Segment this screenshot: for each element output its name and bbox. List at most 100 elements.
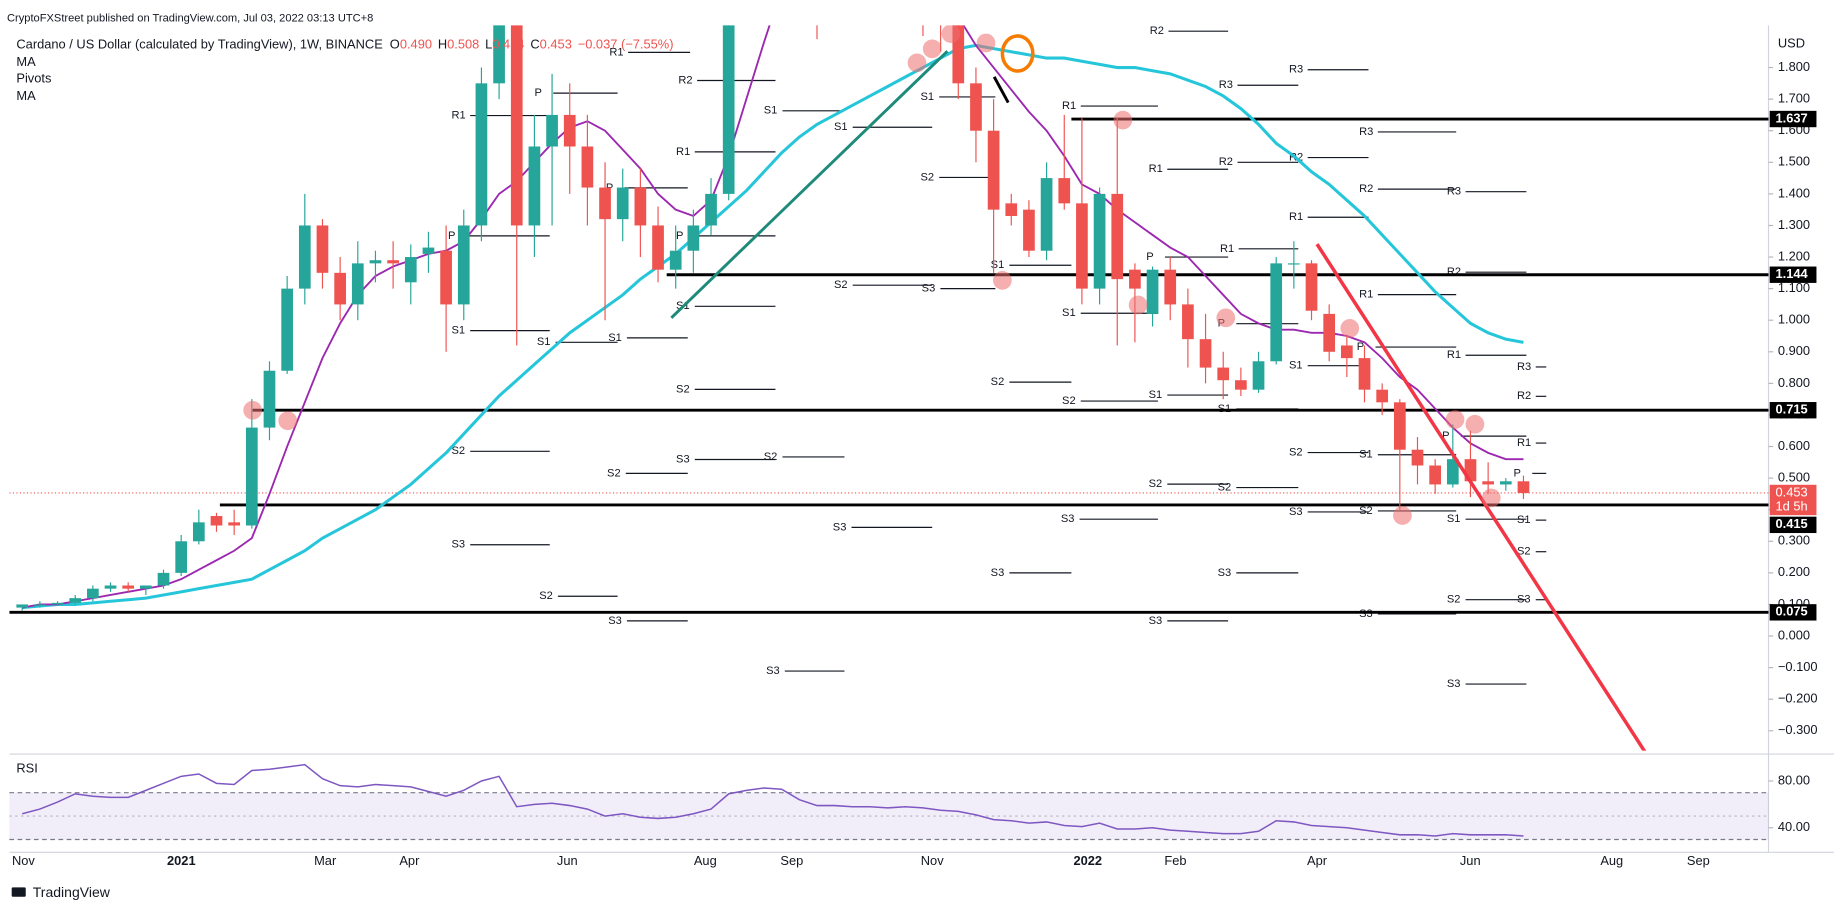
candle-body [599, 187, 611, 220]
y-tick-label: 1.200 [1778, 248, 1810, 263]
pivot-label: S3 [1359, 608, 1373, 620]
level-label: 0.415 [1776, 516, 1808, 531]
trend-line [1315, 243, 1647, 751]
x-tick-label: Jun [557, 853, 578, 868]
marker [1113, 110, 1133, 130]
pivot-label: S3 [1289, 506, 1303, 518]
rsi-tick-label: 80.00 [1778, 772, 1810, 787]
candle-body [528, 146, 541, 226]
pivot-label: S2 [764, 451, 778, 463]
pivot-label: S1 [834, 121, 848, 133]
pivot-label: S2 [451, 445, 465, 457]
candle-body [563, 114, 576, 147]
marker [1445, 410, 1465, 429]
candle-body [422, 247, 435, 254]
pivot-label: S1 [1289, 360, 1303, 372]
candle-body [510, 25, 523, 226]
candle-body [1076, 203, 1088, 289]
marker [993, 271, 1012, 290]
pivot-label: R3 [1289, 64, 1303, 76]
ohlc-value: 0.508 [447, 37, 479, 52]
pivot-label: R3 [1359, 126, 1373, 138]
legend-entry: Pivots [16, 71, 51, 86]
y-tick-label: −0.200 [1778, 691, 1818, 706]
candle-body [722, 25, 735, 194]
level-label: 0.075 [1776, 604, 1808, 619]
pivot-label: S1 [921, 91, 935, 103]
pivot-label: P [676, 230, 683, 242]
pivot-label: S3 [1517, 594, 1531, 606]
candle-body [228, 522, 241, 526]
pivot-label: R2 [1150, 25, 1164, 37]
pivot-label: R1 [1447, 349, 1461, 361]
pivot-label: S1 [1359, 449, 1373, 461]
pivot-label: S3 [676, 453, 690, 465]
legend-entry: MA [16, 54, 36, 69]
pivot-label: S2 [1149, 478, 1163, 490]
pivot-label: P [535, 87, 542, 99]
last-price-label: 0.453 [1776, 484, 1808, 499]
candle-body [334, 272, 346, 305]
marker [907, 53, 927, 73]
pivot-label: S3 [608, 615, 622, 627]
candle-body [298, 225, 311, 289]
pivot-label: S1 [764, 105, 778, 117]
candle-body [281, 288, 293, 371]
brand-logo [11, 887, 26, 897]
marker [278, 411, 298, 431]
y-tick-label: 1.300 [1778, 217, 1810, 232]
candle-body [634, 187, 647, 226]
pivot-label: R1 [1517, 437, 1531, 449]
legend-entry: MA [16, 88, 36, 103]
candle-body [440, 250, 452, 305]
candle-body [987, 130, 1000, 210]
pivot-label: R3 [1219, 79, 1233, 91]
candle-body [1252, 361, 1265, 390]
candle-body [69, 598, 82, 603]
ohlc-key: O [390, 37, 400, 52]
marker [1128, 295, 1148, 315]
drawings [243, 25, 1647, 751]
marker [243, 400, 262, 420]
y-tick-label: 0.500 [1778, 470, 1810, 485]
pivot-label: S3 [1061, 513, 1075, 525]
candle-body [140, 585, 152, 589]
pivot-label: S3 [1218, 567, 1232, 579]
x-tick-label: Apr [1307, 853, 1328, 868]
pivot-label: S3 [833, 521, 847, 533]
pivot-label: S2 [539, 590, 553, 602]
x-tick-label: 2021 [167, 853, 196, 868]
candle-body [1040, 178, 1053, 251]
ohlc-key: C [530, 37, 539, 52]
rsi-tick-label: 40.00 [1778, 819, 1810, 834]
candle-body [1129, 269, 1141, 289]
pivot-label: S3 [991, 567, 1005, 579]
pivot-label: R1 [1062, 100, 1076, 112]
y-tick-label: 0.200 [1778, 564, 1810, 579]
marker [1481, 488, 1501, 508]
y-tick-label: 0.300 [1778, 533, 1810, 548]
x-tick-label: 2022 [1073, 853, 1102, 868]
pivot-label: R1 [676, 146, 690, 158]
ohlc-value: 0.453 [540, 37, 572, 52]
pivot-label: R1 [609, 46, 623, 58]
candle-body [970, 83, 982, 131]
candle-body [457, 225, 470, 305]
candle-body [263, 370, 276, 428]
pivot-label: P [1442, 430, 1449, 442]
candle-body [1376, 389, 1389, 403]
candle-body [1235, 380, 1247, 390]
level-label-box [1769, 604, 1817, 621]
pivot-label: S2 [921, 171, 935, 183]
brand-name: TradingView [33, 884, 111, 900]
marker [1465, 414, 1485, 434]
candle-body [1217, 367, 1230, 381]
pivot-label: S3 [766, 665, 780, 677]
candle-body [404, 257, 417, 283]
currency: USD [1778, 36, 1805, 51]
pivot-label: S3 [1149, 615, 1163, 627]
level-label-box [1769, 516, 1817, 534]
candle-body [1323, 313, 1336, 352]
pivot-label: R2 [1219, 156, 1233, 168]
candle-body [687, 225, 700, 251]
